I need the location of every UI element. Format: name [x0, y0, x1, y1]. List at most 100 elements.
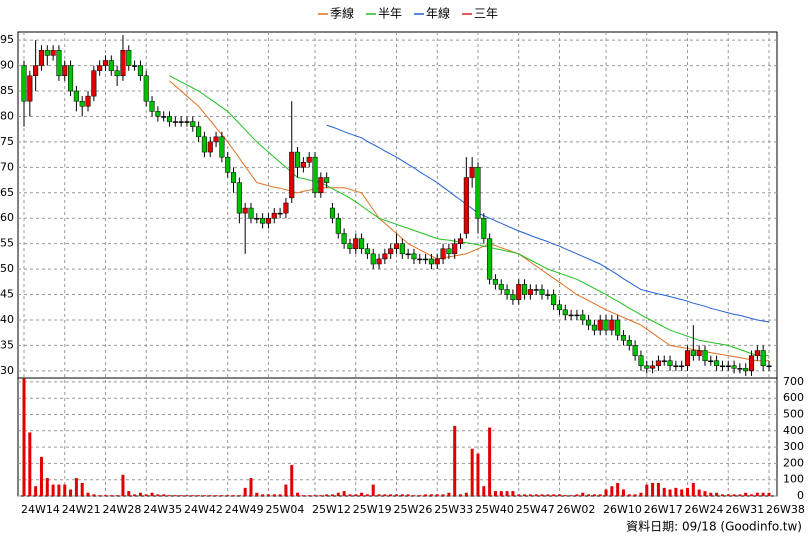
- candle-body: [597, 319, 603, 331]
- candle-body: [225, 156, 231, 173]
- volume-bar: [604, 489, 608, 496]
- candle-body: [708, 360, 714, 362]
- volume-bar: [272, 494, 276, 496]
- volume-bar: [360, 492, 364, 496]
- axes: 30 35 40 45 50 55 60 65 70 75 80 85 90 95 0 100 200 300 40…: [0, 33, 805, 516]
- candle-body: [667, 360, 673, 367]
- x-tick-label: 24W21: [62, 503, 101, 516]
- volume-bar: [575, 494, 579, 496]
- volume-bar: [74, 478, 78, 496]
- volume-bar: [115, 495, 119, 496]
- volume-bar: [389, 494, 393, 496]
- candle-body: [504, 289, 510, 295]
- volume-bar: [726, 494, 730, 496]
- candle-body: [137, 65, 143, 77]
- candle-body: [56, 50, 62, 77]
- volume-bar: [441, 494, 445, 496]
- volume-bar: [290, 465, 294, 496]
- volume-bar: [232, 495, 236, 496]
- x-tick-label: 26W02: [556, 503, 595, 516]
- candle-body: [446, 248, 452, 255]
- y-tick-label: 90: [0, 59, 14, 72]
- candle-body: [143, 75, 149, 102]
- candle-body: [79, 100, 85, 107]
- volume-bar: [342, 491, 346, 496]
- candle-body: [440, 248, 446, 260]
- candle-body: [434, 258, 440, 265]
- volume-bar: [185, 495, 189, 496]
- candle-body: [679, 365, 685, 368]
- candle-body: [283, 202, 289, 214]
- candle-body: [650, 365, 656, 369]
- candle-body: [545, 294, 551, 296]
- grid: [18, 32, 777, 497]
- x-tick-label: 24W49: [225, 503, 264, 516]
- ma-line: [169, 80, 769, 362]
- plot-frame: [17, 31, 778, 497]
- volume-bar: [395, 494, 398, 496]
- y-tick-label: 75: [0, 135, 14, 148]
- volume-bar: [109, 495, 113, 496]
- volume-bar: [755, 492, 759, 496]
- candle-body: [230, 172, 237, 183]
- candle-body: [27, 75, 33, 102]
- candle-body: [364, 248, 370, 255]
- candle-body: [673, 365, 679, 368]
- volume-bar: [424, 494, 428, 496]
- volume-bar: [651, 482, 655, 496]
- volume-bar: [354, 494, 358, 496]
- volume-bar: [697, 489, 701, 496]
- volume-tick-label: 700: [783, 375, 804, 388]
- volume-bar: [534, 494, 538, 496]
- volume-bar: [150, 492, 154, 496]
- candles: [21, 35, 772, 376]
- candle-body: [102, 60, 109, 66]
- candle-body: [335, 217, 341, 234]
- candle-body: [510, 294, 516, 300]
- volume-bar: [476, 453, 480, 496]
- candle-body: [748, 355, 755, 372]
- volume-bar: [656, 482, 660, 496]
- volume-bar: [127, 491, 131, 496]
- candle-body: [85, 95, 91, 107]
- candle-body: [376, 258, 382, 265]
- candle-body: [574, 314, 580, 317]
- candle-body: [132, 65, 138, 67]
- candle-body: [114, 70, 120, 77]
- candle-body: [702, 350, 708, 361]
- volume-bar: [266, 494, 270, 496]
- candle-body: [91, 70, 97, 97]
- volume-bar: [482, 486, 486, 496]
- volume-bar: [523, 494, 527, 496]
- volume-bar: [592, 494, 596, 496]
- volume-bar: [668, 489, 672, 496]
- y-tick-label: 40: [0, 313, 14, 326]
- candle-body: [586, 319, 592, 326]
- volume-bar: [301, 495, 305, 496]
- volume-tick-label: 300: [783, 440, 804, 453]
- volume-bar: [499, 491, 503, 496]
- volume-bar: [365, 494, 369, 496]
- volume-bar: [412, 495, 416, 496]
- x-tick-label: 24W14: [21, 503, 60, 516]
- y-tick-label: 70: [0, 160, 14, 173]
- candle-body: [556, 304, 563, 311]
- candle-body: [248, 207, 254, 219]
- candle-body: [120, 50, 126, 77]
- volume-bar: [208, 495, 212, 496]
- candle-body: [196, 126, 202, 138]
- y-tick-label: 85: [0, 84, 14, 97]
- volume-bar: [621, 489, 625, 496]
- y-tick-label: 50: [0, 262, 14, 275]
- volume-bar: [459, 494, 463, 496]
- ma-lines: [169, 75, 770, 362]
- volume-bar: [720, 494, 724, 496]
- volume-bar: [103, 495, 107, 496]
- volume-bar: [22, 378, 26, 496]
- volume-bar: [645, 484, 649, 496]
- candle-body: [38, 50, 45, 66]
- footer: 資料日期: 09/18 (Goodinfo.tw): [626, 520, 802, 534]
- candle-body: [312, 156, 318, 194]
- volume-bar: [57, 484, 61, 496]
- candle-body: [661, 360, 667, 362]
